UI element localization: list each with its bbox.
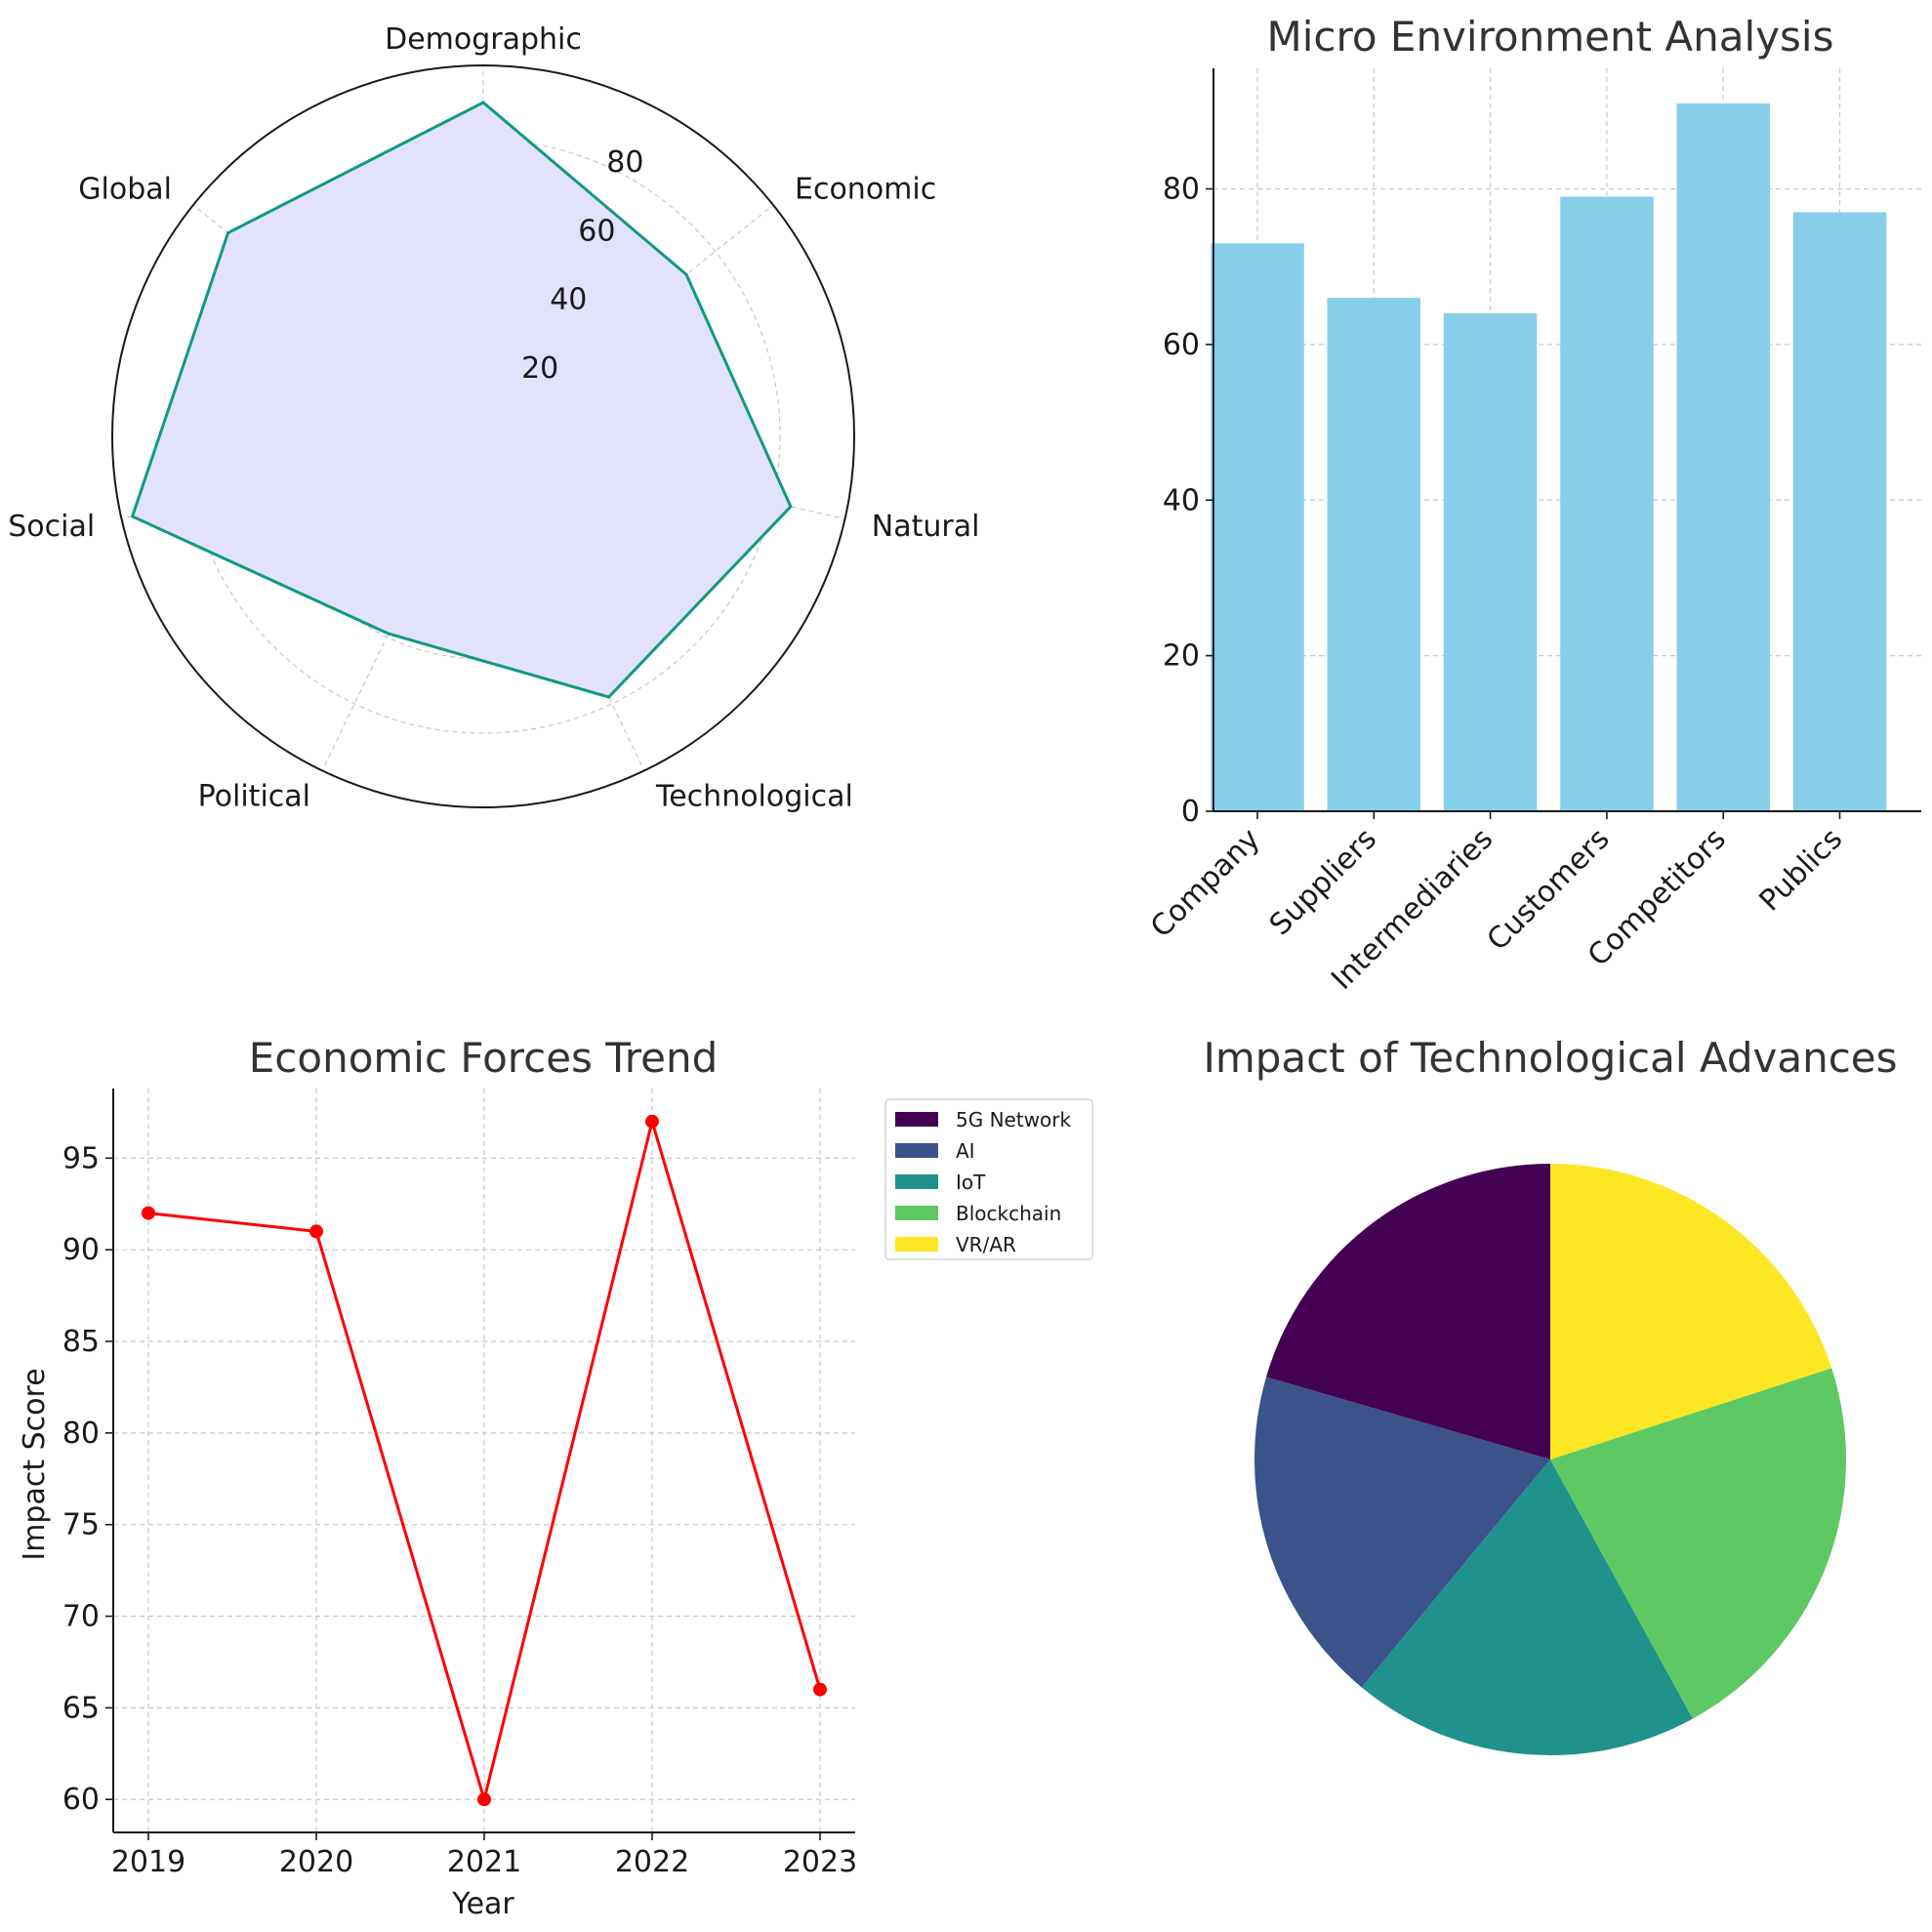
radar-category-label-global: Global bbox=[78, 173, 172, 207]
line-y-tick-label: 95 bbox=[62, 1141, 100, 1175]
bar-competitors bbox=[1676, 103, 1770, 811]
radar-radial-ticks: 20 40 60 80 bbox=[521, 145, 643, 386]
line-point-2023 bbox=[813, 1682, 827, 1697]
radar-chart: 20 40 60 80 Demographic Economic Natural Techn… bbox=[8, 22, 979, 814]
radar-series-line bbox=[130, 101, 793, 699]
legend-label-5g-network: 5G Network bbox=[956, 1108, 1072, 1131]
bar-intermediaries bbox=[1443, 313, 1538, 811]
bar-x-ticks: CompanySuppliersIntermediariesCustomersC… bbox=[1144, 811, 1849, 997]
bar-y-tick-label: 80 bbox=[1163, 173, 1200, 207]
bar-y-tick-label: 0 bbox=[1181, 795, 1200, 829]
legend-label-vr-ar: VR/AR bbox=[956, 1233, 1016, 1256]
bar-company bbox=[1211, 243, 1304, 812]
pie-slice-blockchain bbox=[1550, 1368, 1846, 1719]
pie-slice-iot bbox=[1361, 1459, 1693, 1756]
radar-radial-tick-label: 60 bbox=[578, 214, 615, 248]
radar-category-labels: Demographic Economic Natural Technological P… bbox=[8, 22, 979, 814]
legend-swatch-iot bbox=[895, 1174, 938, 1189]
bar-chart-title: Micro Environment Analysis bbox=[1267, 13, 1834, 61]
legend-items: 5G Network AI IoT Blockchain VR/AR bbox=[895, 1108, 1072, 1256]
bar-y-tick-label: 60 bbox=[1163, 328, 1200, 362]
bar-x-tick-label: Publics bbox=[1753, 822, 1850, 919]
line-y-tick-label: 65 bbox=[62, 1691, 100, 1725]
radar-radial-tick-label: 40 bbox=[550, 283, 587, 317]
bar-x-tick-label: Company bbox=[1144, 822, 1267, 945]
pie-slice-5g-network bbox=[1266, 1164, 1550, 1459]
bar-suppliers bbox=[1327, 298, 1420, 812]
legend-swatch-blockchain bbox=[895, 1206, 938, 1220]
legend-swatch-5g-network bbox=[895, 1112, 938, 1127]
line-points bbox=[142, 1114, 827, 1807]
line-x-tick-label: 2022 bbox=[615, 1845, 689, 1879]
line-x-tick-label: 2019 bbox=[111, 1845, 185, 1879]
radar-category-label-social: Social bbox=[8, 510, 95, 544]
line-grid bbox=[113, 1089, 855, 1832]
legend-swatch-vr-ar bbox=[895, 1237, 938, 1252]
bar-y-tick-label: 20 bbox=[1163, 639, 1200, 674]
bar-y-ticks: 0 20 40 60 80 bbox=[1163, 173, 1213, 829]
pie-legend: 5G Network AI IoT Blockchain VR/AR bbox=[884, 1098, 1093, 1260]
line-y-tick-label: 80 bbox=[62, 1417, 100, 1451]
line-x-tick-label: 2021 bbox=[447, 1845, 521, 1879]
line-y-tick-label: 90 bbox=[62, 1233, 100, 1267]
pie-slice-vr-ar bbox=[1550, 1164, 1832, 1459]
legend-label-iot: IoT bbox=[956, 1171, 986, 1194]
line-point-2022 bbox=[645, 1114, 659, 1129]
pie-chart: Impact of Technological Advances 5G Netw… bbox=[884, 1034, 1898, 1756]
pie-slices bbox=[1254, 1164, 1846, 1756]
radar-category-label-political: Political bbox=[198, 780, 310, 814]
legend-label-blockchain: Blockchain bbox=[956, 1202, 1061, 1225]
line-y-axis-label: Impact Score bbox=[18, 1368, 52, 1560]
line-y-tick-label: 75 bbox=[62, 1508, 100, 1542]
line-x-axis-label: Year bbox=[451, 1887, 514, 1921]
radar-radial-tick-label: 20 bbox=[521, 351, 558, 386]
line-chart-title: Economic Forces Trend bbox=[249, 1034, 718, 1082]
bar-customers bbox=[1560, 196, 1654, 811]
line-y-tick-label: 60 bbox=[62, 1783, 100, 1817]
bar-x-tick-label: Suppliers bbox=[1263, 822, 1383, 942]
line-y-tick-label: 85 bbox=[62, 1325, 100, 1359]
bar-y-tick-label: 40 bbox=[1163, 483, 1200, 517]
bar-chart: Micro Environment Analysis CompanySuppli… bbox=[1144, 13, 1921, 997]
line-y-ticks: 60 65 70 75 80 85 90 95 bbox=[62, 1141, 113, 1817]
radar-area bbox=[132, 103, 791, 697]
line-x-tick-label: 2023 bbox=[783, 1845, 857, 1879]
line-x-tick-label: 2020 bbox=[279, 1845, 353, 1879]
line-point-2020 bbox=[309, 1224, 323, 1239]
radar-category-label-demographic: Demographic bbox=[385, 22, 582, 57]
pie-slice-ai bbox=[1254, 1377, 1550, 1688]
radar-outer-circle bbox=[111, 64, 855, 808]
radar-category-label-technological: Technological bbox=[655, 780, 853, 814]
line-chart: Economic Forces Trend 60 65 70 75 80 85 90 95 2… bbox=[18, 1034, 857, 1921]
pie-chart-title: Impact of Technological Advances bbox=[1203, 1034, 1897, 1082]
bar-publics bbox=[1792, 212, 1887, 811]
legend-swatch-ai bbox=[895, 1143, 938, 1158]
line-point-2021 bbox=[477, 1792, 491, 1807]
bar-bars bbox=[1211, 103, 1887, 812]
radar-radial-tick-label: 80 bbox=[606, 145, 643, 180]
legend-label-ai: AI bbox=[956, 1139, 975, 1163]
line-point-2019 bbox=[142, 1206, 155, 1220]
radar-category-label-natural: Natural bbox=[872, 510, 980, 544]
radar-category-label-economic: Economic bbox=[795, 173, 936, 207]
line-x-ticks: 2019 2020 2021 2022 2023 bbox=[111, 1832, 857, 1879]
line-y-tick-label: 70 bbox=[62, 1600, 100, 1634]
